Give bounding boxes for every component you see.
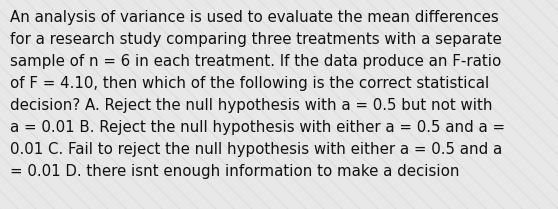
Text: of F = 4.10, then which of the following is the correct statistical: of F = 4.10, then which of the following… bbox=[10, 76, 489, 91]
Text: = 0.01 D. there isnt enough information to make a decision: = 0.01 D. there isnt enough information … bbox=[10, 164, 459, 179]
Text: a = 0.01 B. Reject the null hypothesis with either a = 0.5 and a =: a = 0.01 B. Reject the null hypothesis w… bbox=[10, 120, 505, 135]
Text: for a research study comparing three treatments with a separate: for a research study comparing three tre… bbox=[10, 32, 502, 47]
Text: decision? A. Reject the null hypothesis with a = 0.5 but not with: decision? A. Reject the null hypothesis … bbox=[10, 98, 493, 113]
Text: sample of n = 6 in each treatment. If the data produce an F-ratio: sample of n = 6 in each treatment. If th… bbox=[10, 54, 501, 69]
Text: An analysis of variance is used to evaluate the mean differences: An analysis of variance is used to evalu… bbox=[10, 10, 499, 25]
Text: 0.01 C. Fail to reject the null hypothesis with either a = 0.5 and a: 0.01 C. Fail to reject the null hypothes… bbox=[10, 142, 502, 157]
